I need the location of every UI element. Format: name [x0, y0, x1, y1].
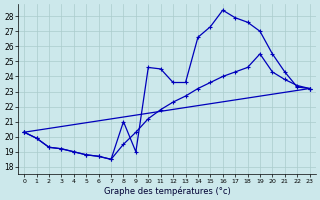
X-axis label: Graphe des températures (°c): Graphe des températures (°c): [104, 186, 230, 196]
